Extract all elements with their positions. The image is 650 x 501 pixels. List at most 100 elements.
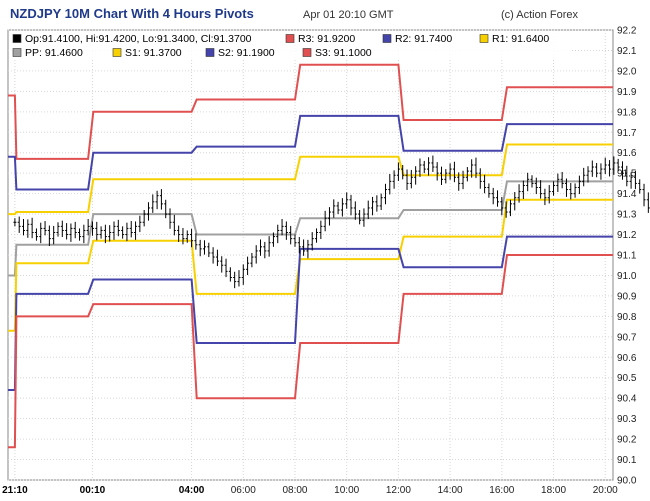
price-bar <box>259 239 263 256</box>
price-bar <box>159 189 163 210</box>
price-bar <box>323 210 327 232</box>
price-bar <box>116 219 120 237</box>
y-tick-label: 90.8 <box>617 312 637 323</box>
pivot-line-pp <box>8 180 613 277</box>
price-bar <box>340 198 344 217</box>
price-bar <box>293 234 297 247</box>
legend-item: R1: 91.6400 <box>479 33 549 45</box>
price-bar <box>452 161 456 183</box>
pivot-line-r2 <box>8 114 613 191</box>
price-bar <box>642 183 646 207</box>
x-tick-label: 06:00 <box>231 485 256 496</box>
legend-item: S2: 91.1900 <box>205 47 275 59</box>
price-bar <box>280 219 284 236</box>
price-bar <box>82 224 86 244</box>
legend-label: Op:91.4100, Hi:91.4200, Lo:91.3400, Cl:9… <box>25 33 252 45</box>
price-bar <box>508 199 512 217</box>
price-bar <box>448 163 452 180</box>
price-bar <box>461 170 465 190</box>
x-tick-label: 21:10 <box>2 485 28 496</box>
x-tick-label: 08:00 <box>282 485 307 496</box>
price-bar <box>302 239 306 256</box>
price-bar <box>401 165 405 180</box>
y-tick-label: 91.1 <box>617 251 637 262</box>
price-bar <box>345 192 349 209</box>
price-bar <box>336 201 340 215</box>
price-bar <box>560 171 564 189</box>
price-bar <box>284 221 288 240</box>
x-tick-label: 04:00 <box>179 485 205 496</box>
price-bar <box>121 226 125 239</box>
price-bar <box>392 170 396 189</box>
price-bar <box>577 175 581 195</box>
price-bar <box>86 219 90 236</box>
price-bar <box>620 161 624 180</box>
price-bar <box>99 226 103 239</box>
price-bar <box>168 208 172 229</box>
price-bar <box>250 252 254 268</box>
price-bar <box>478 168 482 189</box>
pivot-line-r1 <box>8 143 613 216</box>
price-bar <box>383 183 387 205</box>
price-bar <box>539 180 543 199</box>
legend-swatch <box>285 34 295 43</box>
price-bar <box>534 177 538 195</box>
price-bar <box>142 210 146 227</box>
price-bar <box>500 196 504 216</box>
price-bar <box>530 175 534 188</box>
legend-item: R3: 91.9200 <box>285 33 355 45</box>
y-tick-label: 90.9 <box>617 291 637 302</box>
price-bar <box>358 210 362 225</box>
price-bar <box>319 220 323 240</box>
y-tick-label: 90.7 <box>617 332 637 343</box>
price-bar <box>43 221 47 236</box>
price-bar <box>504 201 508 218</box>
price-bar <box>388 174 392 195</box>
price-bar <box>616 158 620 172</box>
price-bar <box>427 157 431 176</box>
legend-item: S1: 91.3700 <box>112 47 182 59</box>
y-axis: 90.0 90.1 90.2 90.3 90.4 90.5 90.6 90.7 90.8 90.9… <box>617 26 637 487</box>
price-bar <box>246 256 250 276</box>
price-bar <box>638 179 642 194</box>
price-bar <box>444 169 448 184</box>
price-bar <box>375 195 379 212</box>
legend-swatch <box>12 34 22 43</box>
price-bar <box>134 221 138 240</box>
price-bar <box>414 166 418 185</box>
legend-label: PP: 91.4600 <box>25 47 83 59</box>
price-bar <box>194 233 198 250</box>
y-tick-label: 90.0 <box>617 476 637 487</box>
price-bar <box>289 225 293 245</box>
price-bar <box>39 222 43 244</box>
y-tick-label: 91.4 <box>617 189 637 200</box>
price-bar <box>543 188 547 206</box>
price-bar <box>310 232 314 251</box>
price-bar <box>228 267 232 282</box>
x-axis: 21:10 00:10 04:00 06:00 08:00 10:00 12:00 14:00… <box>2 485 618 496</box>
y-tick-label: 91.0 <box>617 271 637 282</box>
price-bar <box>379 193 383 210</box>
price-bar <box>267 236 271 257</box>
chart-title: NZDJPY 10M Chart With 4 Hours Pivots <box>10 6 254 21</box>
legend-swatch <box>112 48 122 57</box>
price-bar <box>552 181 556 196</box>
price-bar <box>254 245 258 264</box>
price-bar <box>409 169 413 189</box>
y-tick-label: 90.1 <box>617 455 637 466</box>
price-bar <box>103 224 107 244</box>
price-bar <box>241 264 245 285</box>
price-bar <box>306 239 310 259</box>
price-bar <box>547 185 551 204</box>
x-tick-label: 14:00 <box>438 485 463 496</box>
price-bar <box>47 225 51 246</box>
price-bar <box>190 228 194 248</box>
price-bar <box>56 222 60 237</box>
price-bar <box>362 208 366 227</box>
price-bar <box>164 199 168 219</box>
price-bar <box>30 217 34 239</box>
price-bar <box>470 159 474 178</box>
legend-swatch <box>302 48 312 57</box>
price-bar <box>185 230 189 243</box>
price-bar <box>220 256 224 273</box>
